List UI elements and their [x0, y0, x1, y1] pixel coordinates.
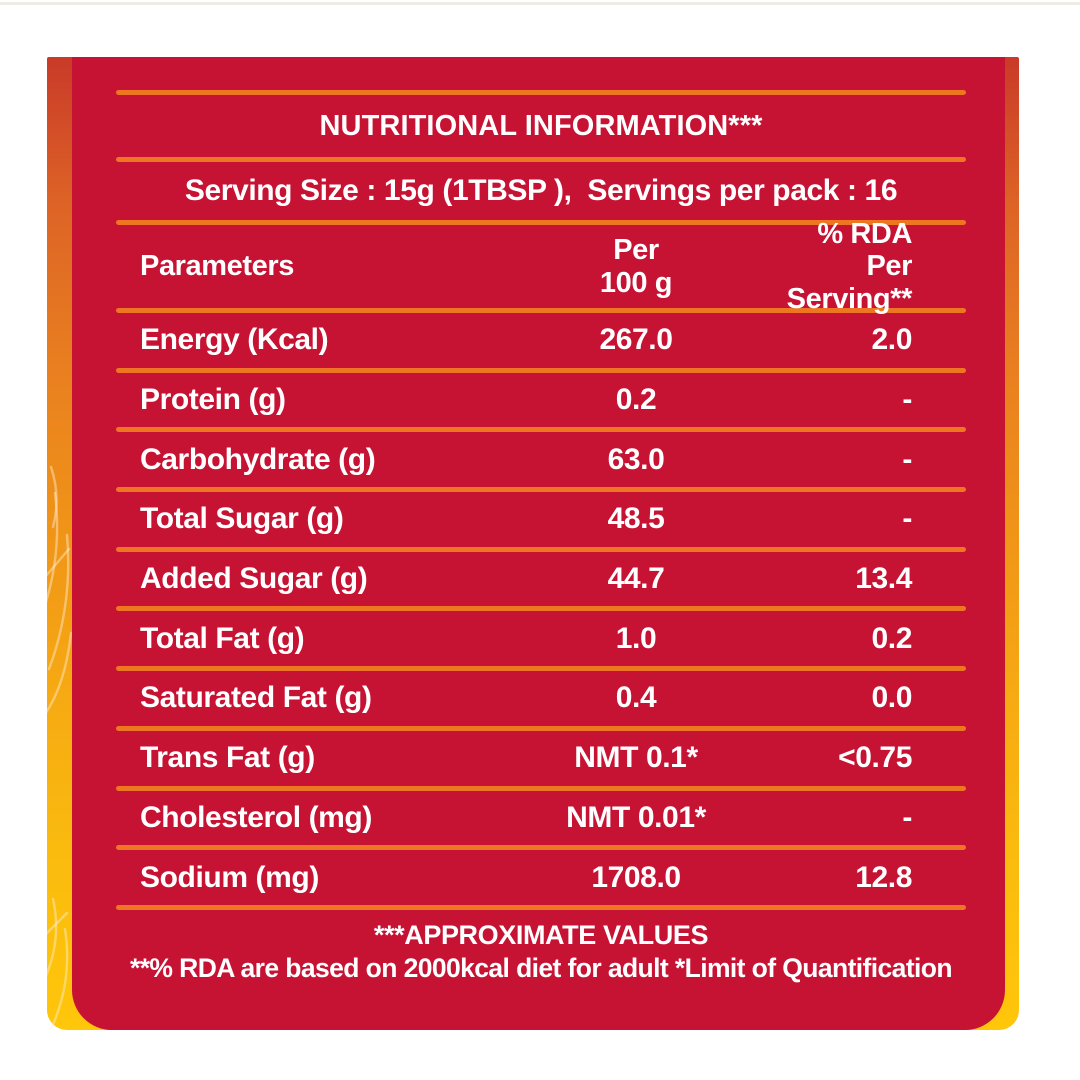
column-header-per100-line1: Per	[613, 234, 659, 267]
row-rda-value: 0.2	[871, 621, 912, 655]
table-row-sodium: Sodium (mg) 1708.0 12.8	[116, 850, 966, 905]
row-label: Saturated Fat (g)	[140, 681, 372, 715]
row-rda-value: 13.4	[855, 562, 912, 596]
row-rda-value: 0.0	[871, 681, 912, 715]
orange-divider	[116, 367, 966, 373]
nutrition-panel: NUTRITIONAL INFORMATION*** Serving Size …	[72, 57, 1005, 1030]
nutrition-table: NUTRITIONAL INFORMATION*** Serving Size …	[116, 57, 966, 986]
column-header-per100-line2: 100 g	[599, 266, 673, 299]
row-label: Cholesterol (mg)	[140, 800, 372, 834]
orange-divider	[116, 487, 966, 493]
row-rda-value: 2.0	[871, 323, 912, 357]
nutrition-title: NUTRITIONAL INFORMATION***	[319, 109, 763, 142]
table-row-total-sugar: Total Sugar (g) 48.5 -	[116, 492, 966, 547]
footnote-rda-basis: **% RDA are based on 2000kcal diet for a…	[130, 953, 953, 984]
table-row-total-fat: Total Fat (g) 1.0 0.2	[116, 611, 966, 666]
orange-divider	[116, 725, 966, 731]
orange-divider	[116, 90, 966, 95]
row-label: Energy (Kcal)	[140, 323, 329, 357]
table-row-energy: Energy (Kcal) 267.0 2.0	[116, 313, 966, 368]
table-row-trans-fat: Trans Fat (g) NMT 0.1* <0.75	[116, 731, 966, 786]
orange-divider	[116, 157, 966, 162]
row-label: Protein (g)	[140, 383, 286, 417]
table-row-saturated-fat: Saturated Fat (g) 0.4 0.0	[116, 671, 966, 726]
row-per100-value: 1708.0	[591, 860, 681, 894]
row-per100-value: 267.0	[599, 323, 673, 357]
row-per100-value: 0.4	[615, 681, 657, 715]
row-per100-value: 63.0	[607, 442, 665, 476]
table-row-carbohydrate: Carbohydrate (g) 63.0 -	[116, 432, 966, 487]
row-per100-value: 44.7	[607, 562, 665, 596]
row-rda-value: 12.8	[855, 860, 912, 894]
orange-divider	[116, 427, 966, 433]
package-top-edge-line	[0, 2, 1080, 5]
table-row-protein: Protein (g) 0.2 -	[116, 373, 966, 428]
row-label: Carbohydrate (g)	[140, 442, 376, 476]
row-label: Sodium (mg)	[140, 860, 319, 894]
row-label: Total Sugar (g)	[140, 502, 344, 536]
row-rda-value: -	[902, 502, 912, 536]
orange-divider	[116, 845, 966, 851]
row-per100-value: 0.2	[615, 383, 657, 417]
floral-pattern-decoration	[47, 57, 72, 1030]
row-label: Total Fat (g)	[140, 621, 305, 655]
table-row-cholesterol: Cholesterol (mg) NMT 0.01* -	[116, 791, 966, 846]
row-rda-value: -	[902, 383, 912, 417]
orange-divider	[116, 546, 966, 552]
table-row-added-sugar: Added Sugar (g) 44.7 13.4	[116, 552, 966, 607]
leaf-line-art-icon	[47, 465, 72, 1030]
row-per100-value: 48.5	[607, 502, 665, 536]
column-header-rda: % RDA Per Serving**	[756, 218, 966, 315]
serving-info: Serving Size : 15g (1TBSP ), Servings pe…	[184, 174, 898, 207]
footnote-approximate-values: ***APPROXIMATE VALUES	[373, 920, 709, 951]
row-rda-value: -	[902, 442, 912, 476]
pack-gradient-border: NUTRITIONAL INFORMATION*** Serving Size …	[47, 57, 1019, 1030]
column-header-rda-line2: Per Serving**	[786, 250, 913, 315]
row-label: Trans Fat (g)	[140, 741, 315, 775]
row-rda-value: -	[902, 800, 912, 834]
table-header-row: Parameters Per 100 g % RDA Per Serving**	[116, 218, 966, 315]
orange-divider	[116, 785, 966, 791]
row-label: Added Sugar (g)	[140, 562, 368, 596]
row-per100-value: NMT 0.1*	[574, 741, 698, 775]
column-header-rda-line1: % RDA	[817, 217, 912, 250]
row-per100-value: 1.0	[615, 621, 657, 655]
row-rda-value: <0.75	[838, 741, 912, 775]
orange-divider	[116, 308, 966, 313]
orange-divider	[116, 666, 966, 672]
column-header-per100: Per 100 g	[516, 234, 756, 299]
orange-divider	[116, 220, 966, 225]
row-per100-value: NMT 0.01*	[566, 800, 706, 834]
orange-divider	[116, 606, 966, 612]
orange-divider	[116, 904, 966, 910]
column-header-parameters: Parameters	[140, 250, 294, 283]
